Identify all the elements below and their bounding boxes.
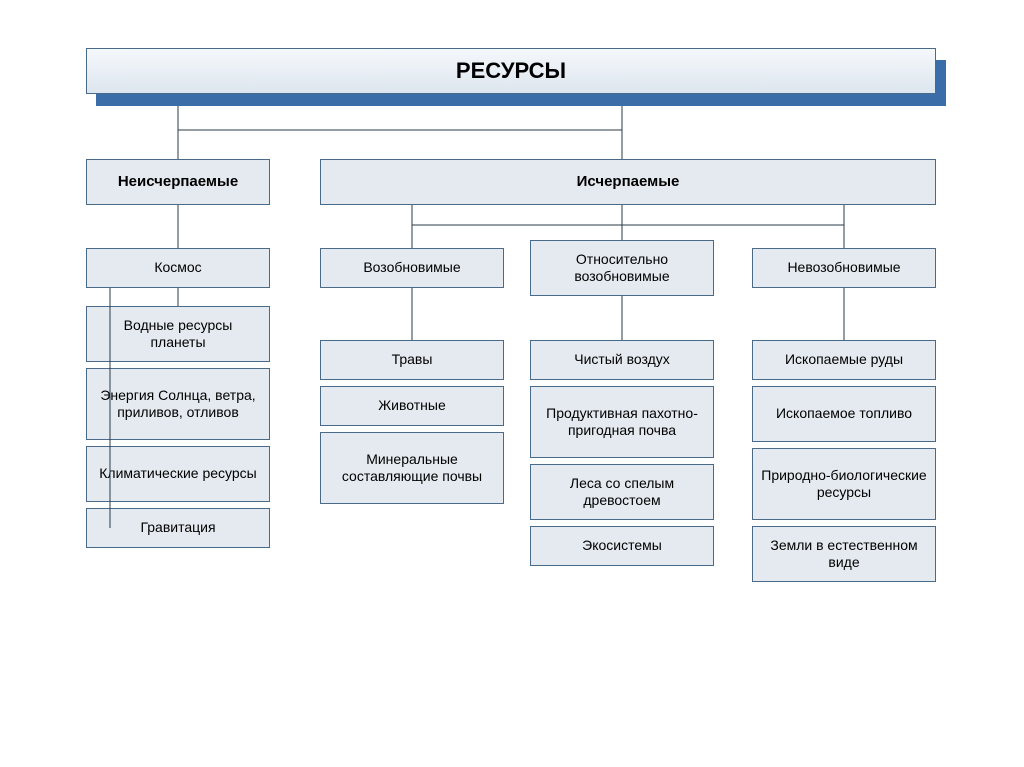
item-col4-3: Земли в естественном виде — [752, 526, 936, 582]
item-col2-1-label: Животные — [378, 397, 446, 415]
item-col4-1: Ископаемое топливо — [752, 386, 936, 442]
item-col3-2-label: Леса со спелым древостоем — [539, 475, 705, 510]
item-col1-1-label: Энергия Солнца, ветра, приливов, отливов — [95, 387, 261, 422]
item-col4-3-label: Земли в естественном виде — [761, 537, 927, 572]
diagram-canvas: РЕСУРСЫ Неисчерпаемые Исчерпаемые Космос… — [0, 0, 1024, 767]
item-col1-2: Климатические ресурсы — [86, 446, 270, 502]
cat-col2: Возобновимые — [320, 248, 504, 288]
item-col2-2: Минеральные составляющие почвы — [320, 432, 504, 504]
item-col2-0-label: Травы — [392, 351, 433, 369]
cat-col2-label: Возобновимые — [363, 259, 460, 277]
item-col3-0-label: Чистый воздух — [574, 351, 670, 369]
cat-col1-label: Космос — [154, 259, 201, 277]
cat-col3: Относительно возобновимые — [530, 240, 714, 296]
item-col2-0: Травы — [320, 340, 504, 380]
header-left: Неисчерпаемые — [86, 159, 270, 205]
item-col3-0: Чистый воздух — [530, 340, 714, 380]
item-col2-1: Животные — [320, 386, 504, 426]
item-col4-0-label: Ископаемые руды — [785, 351, 903, 369]
cat-col3-label: Относительно возобновимые — [539, 251, 705, 286]
cat-col4-label: Невозобновимые — [787, 259, 900, 277]
header-right: Исчерпаемые — [320, 159, 936, 205]
item-col1-3-label: Гравитация — [140, 519, 215, 537]
item-col4-2: Природно-биологические ресурсы — [752, 448, 936, 520]
item-col3-1-label: Продуктивная пахотно-пригодная почва — [539, 405, 705, 440]
item-col1-1: Энергия Солнца, ветра, приливов, отливов — [86, 368, 270, 440]
item-col3-1: Продуктивная пахотно-пригодная почва — [530, 386, 714, 458]
cat-col4: Невозобновимые — [752, 248, 936, 288]
header-right-label: Исчерпаемые — [577, 173, 680, 192]
item-col3-3-label: Экосистемы — [582, 537, 662, 555]
cat-col1: Космос — [86, 248, 270, 288]
header-left-label: Неисчерпаемые — [118, 173, 238, 192]
item-col1-3: Гравитация — [86, 508, 270, 548]
item-col1-0: Водные ресурсы планеты — [86, 306, 270, 362]
item-col3-2: Леса со спелым древостоем — [530, 464, 714, 520]
title-box: РЕСУРСЫ — [86, 48, 936, 94]
item-col4-2-label: Природно-биологические ресурсы — [761, 467, 927, 502]
item-col1-2-label: Климатические ресурсы — [99, 465, 256, 483]
title-label: РЕСУРСЫ — [456, 57, 566, 85]
item-col4-0: Ископаемые руды — [752, 340, 936, 380]
item-col4-1-label: Ископаемое топливо — [776, 405, 912, 423]
item-col3-3: Экосистемы — [530, 526, 714, 566]
item-col2-2-label: Минеральные составляющие почвы — [329, 451, 495, 486]
item-col1-0-label: Водные ресурсы планеты — [95, 317, 261, 352]
